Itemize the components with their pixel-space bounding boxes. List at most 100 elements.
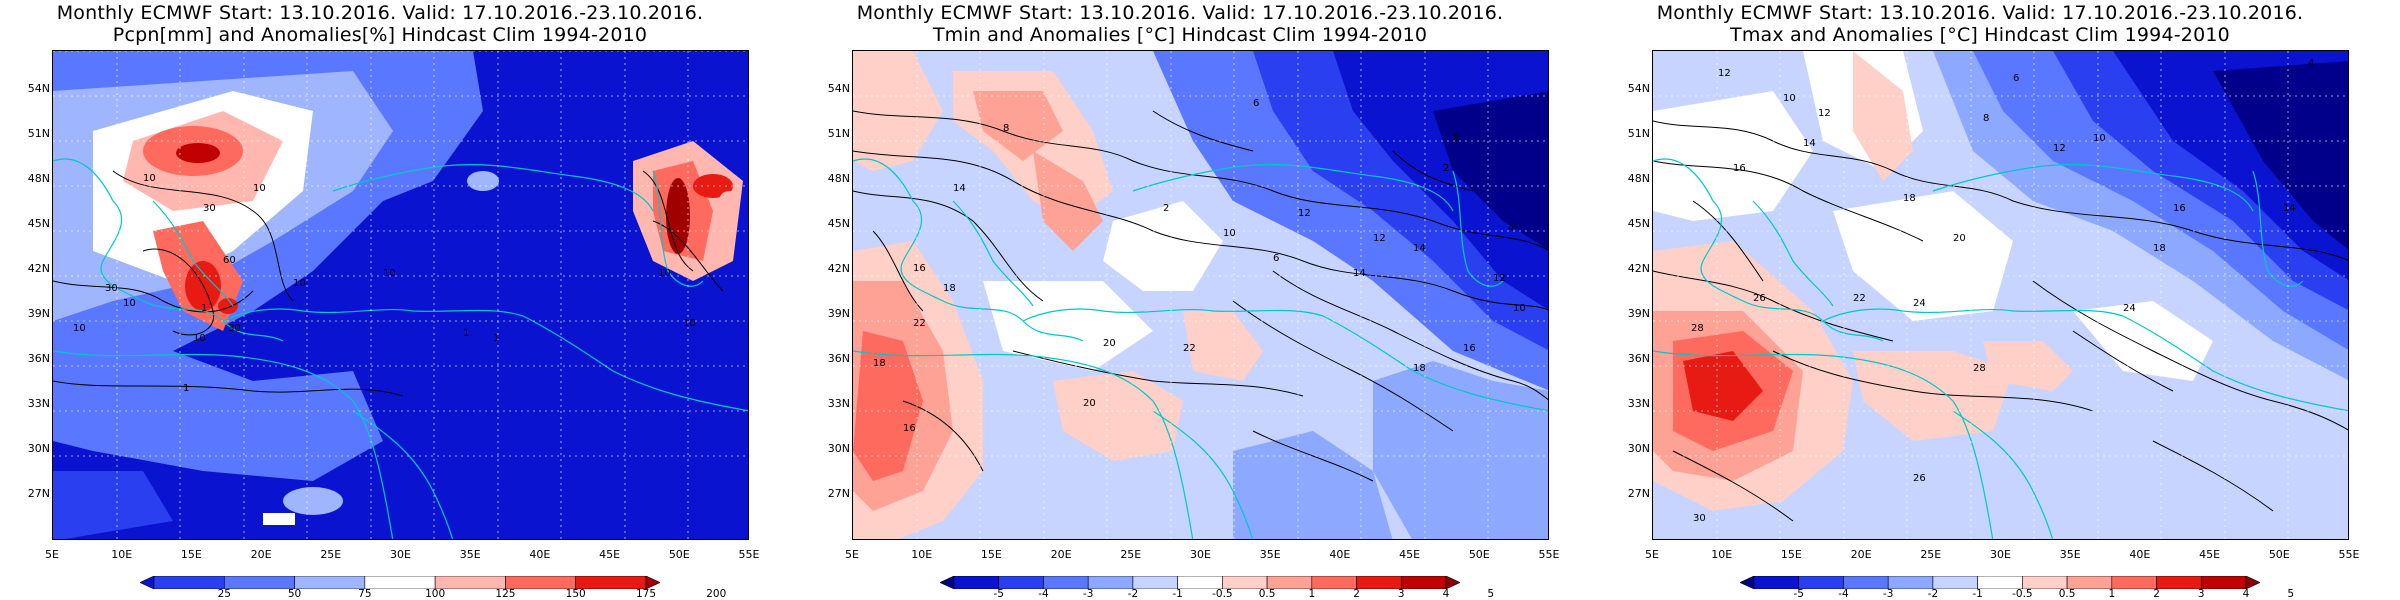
lat-tick-label: 27N [1627, 487, 1650, 500]
colorbar-arrow-left [1740, 576, 1755, 589]
lon-tick-label: 45E [1399, 548, 1421, 561]
contour-label: 12 [2053, 143, 2066, 154]
colorbar-tick-label: 0.5 [2058, 588, 2076, 600]
lon-tick-label: 15E [980, 548, 1002, 561]
colorbar-tick-label: 200 [706, 588, 727, 600]
lat-tick-label: 42N [1627, 262, 1650, 275]
contour-label: 28 [1691, 323, 1704, 334]
contour-label: 16 [913, 263, 926, 274]
colorbar-tick-label: 3 [1397, 588, 1405, 600]
lat-tick-label: 54N [27, 82, 50, 95]
colorbar-tick-label: 175 [635, 588, 657, 600]
colorbar-tick-label: 75 [358, 588, 372, 600]
lon-tick-label: 25E [1920, 548, 1942, 561]
lat-tick-label: 45N [827, 217, 850, 230]
lat-tick-label: 51N [827, 127, 850, 140]
lat-tick-label: 36N [827, 352, 850, 365]
tmax-map: 12 4 6 10 12 8 14 16 18 22 24 26 28 30 2… [1652, 50, 2349, 540]
contour-label: 10 [193, 333, 206, 344]
contour-label: 14 [1803, 138, 1816, 149]
lat-tick-label: 42N [27, 262, 50, 275]
contour-label: 20 [1083, 398, 1096, 409]
lat-tick-label: 30N [827, 442, 850, 455]
lat-tick-label: 45N [27, 217, 50, 230]
contour-label: 18 [1903, 193, 1916, 204]
lat-tick-label: 33N [827, 397, 850, 410]
contour-label: 1 [201, 303, 207, 314]
contour-labels: 12 4 6 10 12 8 14 16 18 22 24 26 28 30 2… [1691, 58, 2314, 524]
lon-tick-label: 10E [911, 548, 933, 561]
lat-tick-label: 48N [827, 172, 850, 185]
colorbar-tick-label: 50 [287, 588, 302, 600]
lon-tick-label: 10E [111, 548, 133, 561]
contour-label: 10 [123, 298, 136, 309]
lat-tick-label: 54N [827, 82, 850, 95]
colorbar-tick-label: -4 [1038, 588, 1049, 600]
lat-tick-label: 36N [1627, 352, 1650, 365]
colorbar-arrow-left [140, 576, 155, 589]
contour-label: 26 [1753, 293, 1766, 304]
contour-label: 4 [2308, 58, 2314, 69]
colorbar-tick-label: 3 [2197, 588, 2205, 600]
contour-label: 8 [1003, 123, 1009, 134]
colorbar [1740, 576, 2260, 589]
contour-label: 2 [1163, 203, 1169, 214]
contour-label: 30 [1693, 513, 1706, 524]
colorbar-tick-label: -1 [1972, 588, 1983, 600]
colorbar-tick-label: 25 [217, 588, 231, 600]
colorbar [140, 576, 660, 589]
contour-label: 12 [1718, 68, 1731, 79]
contour-label: 18 [943, 283, 956, 294]
colorbar-tick-label: 2 [2153, 588, 2160, 600]
panel-title-line2: Tmin and Anomalies [°C] Hindcast Clim 19… [932, 24, 1428, 46]
contour-label: 14 [1353, 268, 1366, 279]
contour-label: 26 [1913, 473, 1926, 484]
colorbar-tick-label: 125 [495, 588, 516, 600]
colorbar-tick-label: 0.5 [1258, 588, 1276, 600]
colorbar-tick-label: 1 [2108, 588, 2116, 600]
contour-label: 8 [1983, 113, 1989, 124]
colorbar-tick-label: -1 [1172, 588, 1183, 600]
contour-label: 16 [1733, 163, 1746, 174]
contour-label: 14 [1413, 243, 1426, 254]
contour-label: 24 [2123, 303, 2136, 314]
panel-title-line2: Tmax and Anomalies [°C] Hindcast Clim 19… [1730, 24, 2230, 46]
contour-label: 10 [683, 318, 696, 329]
lon-tick-label: 25E [320, 548, 342, 561]
contour-label: 12 [1298, 208, 1311, 219]
colorbar-arrow-right [1445, 576, 1460, 589]
lat-tick-label: 27N [27, 487, 50, 500]
contour-label: 1 [183, 383, 189, 394]
colorbar-tick-label: -2 [1927, 588, 1939, 600]
lat-tick-label: 51N [1627, 127, 1650, 140]
contour-label: 24 [1913, 298, 1926, 309]
colorbar-tick-label: 4 [2242, 588, 2250, 600]
lat-tick-label: 33N [1627, 397, 1650, 410]
lon-tick-label: 35E [459, 548, 481, 561]
lat-tick-label: 30N [27, 442, 50, 455]
lon-tick-label: 40E [2129, 548, 2151, 561]
lon-tick-label: 45E [599, 548, 621, 561]
lon-tick-label: 25E [1120, 548, 1142, 561]
lon-tick-label: 20E [250, 548, 272, 561]
contour-label: 22 [913, 318, 926, 329]
contour-label: 6 [1273, 253, 1279, 264]
lon-tick-label: 45E [2199, 548, 2221, 561]
contour-label: 22 [1853, 293, 1866, 304]
lon-tick-label: 5E [1645, 548, 1659, 561]
contour-label: 2 [1443, 163, 1449, 174]
contour-labels: 10 30 10 60 1 10 10 30 10 1 10 1 30 10 1… [73, 173, 696, 394]
colorbar-tick-label: -5 [1793, 588, 1804, 600]
contour-label: 12 [1493, 273, 1506, 284]
lon-tick-label: 35E [2059, 548, 2081, 561]
lon-tick-label: 30E [1990, 548, 2011, 561]
lon-tick-label: 50E [1468, 548, 1490, 561]
contour-label: 20 [1953, 233, 1966, 244]
colorbar-tick-label: 5 [2287, 588, 2295, 600]
panel-tmin: Monthly ECMWF Start: 13.10.2016. Valid: … [800, 0, 1600, 600]
contour-label: 12 [1373, 233, 1386, 244]
contour-label: 30 [105, 283, 118, 294]
colorbar-tick-label: -3 [1082, 588, 1094, 600]
lon-tick-label: 30E [1190, 548, 1211, 561]
contour-label: 10 [253, 183, 266, 194]
